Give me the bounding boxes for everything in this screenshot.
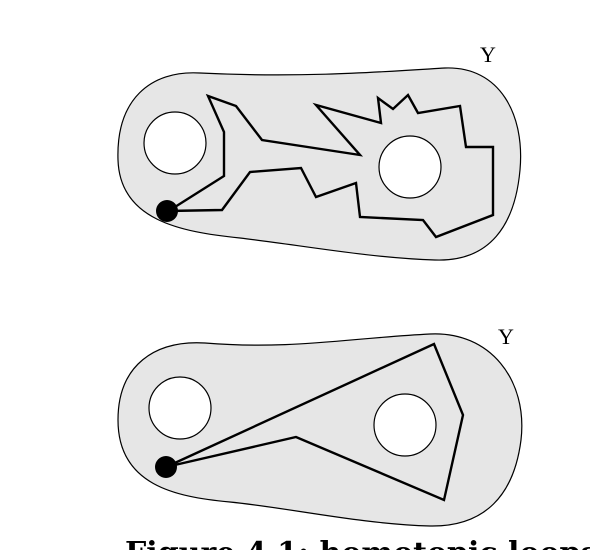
top-panel: Y — [117, 42, 522, 261]
space-label-bottom: Y — [498, 324, 514, 349]
basepoint-top — [156, 200, 178, 222]
space-region-bottom — [117, 333, 523, 527]
hole-left-top — [143, 111, 207, 175]
hole-right-bottom — [373, 393, 437, 457]
space-region-top — [117, 67, 522, 261]
figure-caption: Figure 4.1: homotopic loops — [125, 536, 590, 550]
loop-wiggly — [166, 93, 495, 239]
hole-left-bottom — [148, 376, 212, 440]
hole-right-top — [378, 135, 442, 199]
loop-straightened — [165, 342, 465, 502]
basepoint-bottom — [155, 456, 177, 478]
bottom-panel: Y — [117, 324, 523, 527]
space-label-top: Y — [480, 42, 496, 67]
